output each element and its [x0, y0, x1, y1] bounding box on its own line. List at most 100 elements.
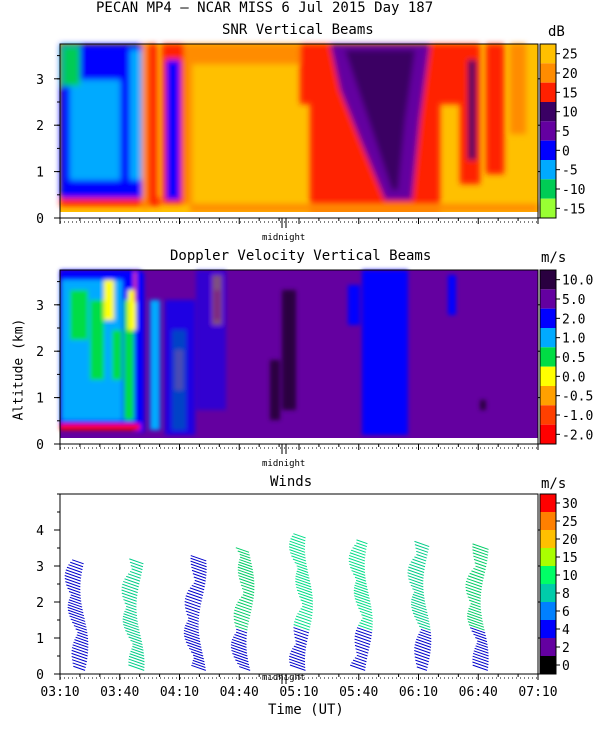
colorbar-swatch [540, 566, 556, 584]
wind-barb [355, 632, 372, 640]
wind-barb [419, 631, 432, 637]
wind-barb [185, 641, 202, 648]
wind-barb [125, 630, 141, 637]
wind-barb [355, 648, 369, 654]
wind-barb [414, 556, 427, 562]
wind-barb [416, 554, 427, 559]
wind-barb [237, 569, 254, 576]
colorbar-swatch [540, 270, 556, 290]
wind-barb [288, 658, 306, 666]
wind-barb [187, 617, 199, 622]
wind-barb [72, 621, 87, 628]
wind-barb [350, 549, 366, 556]
colorbar-label: 10 [562, 106, 578, 121]
wind-barb [239, 553, 251, 559]
wind-barb [353, 573, 366, 579]
wind-barb [64, 575, 81, 582]
wind-barb [353, 587, 369, 594]
wind-barb [233, 615, 250, 622]
colorbar-label: -1.0 [562, 409, 593, 424]
wind-barb [129, 561, 144, 568]
wind-barb [124, 602, 137, 608]
wind-barb [415, 641, 432, 648]
wind-barb [65, 581, 81, 588]
wind-barb [414, 653, 430, 660]
colorbar-label: 10.0 [562, 274, 593, 289]
wind-barb [411, 598, 426, 605]
wind-barb [184, 601, 201, 608]
wind-barb [71, 655, 87, 663]
wind-barb [238, 564, 253, 571]
wind-barb [465, 589, 482, 596]
wind-barb [468, 599, 481, 605]
wind-barb [71, 659, 87, 666]
wind-barb [131, 568, 143, 573]
snr-title: SNR Vertical Beams [222, 22, 374, 38]
colorbar-swatch [540, 179, 556, 199]
colorbar-label: 20 [562, 67, 578, 82]
colorbar-label: -5 [562, 164, 578, 179]
wind-barb [67, 604, 83, 611]
colorbar-label: 8 [562, 587, 570, 602]
wind-barb [293, 645, 306, 651]
wind-barb [190, 557, 207, 565]
colorbar-swatch [540, 602, 556, 620]
wind-barb [409, 563, 425, 571]
wind-barb [242, 594, 254, 599]
colorbar-swatch [540, 530, 556, 548]
wind-barb [355, 579, 367, 585]
wind-barb [416, 666, 428, 671]
wind-barb [472, 552, 488, 559]
wind-barb [185, 624, 199, 631]
wind-barb [289, 661, 306, 668]
wind-barb [473, 555, 488, 562]
wind-barb [234, 606, 252, 614]
wind-barb [128, 658, 145, 666]
colorbar-swatch [540, 102, 556, 122]
wind-barb [472, 658, 489, 666]
wind-barb [292, 648, 306, 654]
wind-barb [294, 621, 311, 628]
wind-barb [293, 627, 310, 634]
wind-barb [234, 622, 249, 628]
wind-barb [122, 618, 139, 625]
wind-barb [190, 563, 207, 571]
wind-barb [183, 629, 200, 637]
colorbar-swatch [540, 424, 556, 444]
wind-barb [235, 659, 250, 666]
colorbar-label: 6 [562, 605, 570, 620]
wind-barb [468, 624, 485, 631]
wind-barb [72, 559, 84, 565]
wind-barb [129, 558, 144, 565]
wind-barb [348, 560, 365, 568]
snr-unit: dB [548, 24, 565, 40]
wind-barb [68, 591, 81, 596]
wind-barb [411, 609, 429, 617]
wind-barb [414, 656, 429, 663]
colorbar-label: 1.0 [562, 332, 585, 347]
wind-barb [126, 633, 142, 640]
wind-barb [468, 607, 482, 614]
wind-barb [472, 655, 489, 663]
wind-barb [416, 638, 432, 645]
winds-unit: m/s [541, 476, 567, 492]
wind-barb [72, 644, 89, 651]
wind-barb [466, 615, 483, 622]
wind-barb [298, 610, 313, 617]
wind-barb [410, 601, 427, 608]
wind-barb [297, 613, 312, 620]
wind-barb [187, 620, 199, 625]
wind-barb [289, 549, 306, 556]
wind-barb [239, 581, 255, 588]
wind-barb [292, 558, 307, 565]
wind-barb [415, 547, 429, 553]
wind-barb [352, 547, 366, 553]
wind-barb [354, 644, 370, 651]
wind-barb [288, 546, 306, 553]
wind-barb [235, 547, 250, 553]
colorbar-swatch [540, 512, 556, 530]
colorbar-swatch [540, 620, 556, 638]
wind-barb [233, 618, 249, 625]
wind-barb [416, 550, 428, 556]
